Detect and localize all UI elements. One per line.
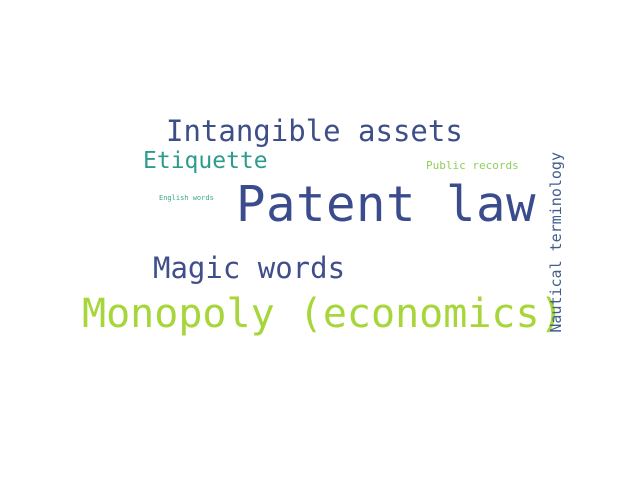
word-patent-law: Patent law: [236, 176, 537, 233]
word-nautical-terminology: Nautical terminology: [547, 152, 565, 333]
word-english-words: English words: [159, 194, 214, 202]
word-public-records: Public records: [426, 159, 519, 172]
word-intangible-assets: Intangible assets: [166, 114, 463, 148]
word-magic-words: Magic words: [153, 251, 346, 285]
word-etiquette: Etiquette: [143, 148, 268, 174]
word-monopoly-economics: Monopoly (economics): [82, 291, 564, 337]
